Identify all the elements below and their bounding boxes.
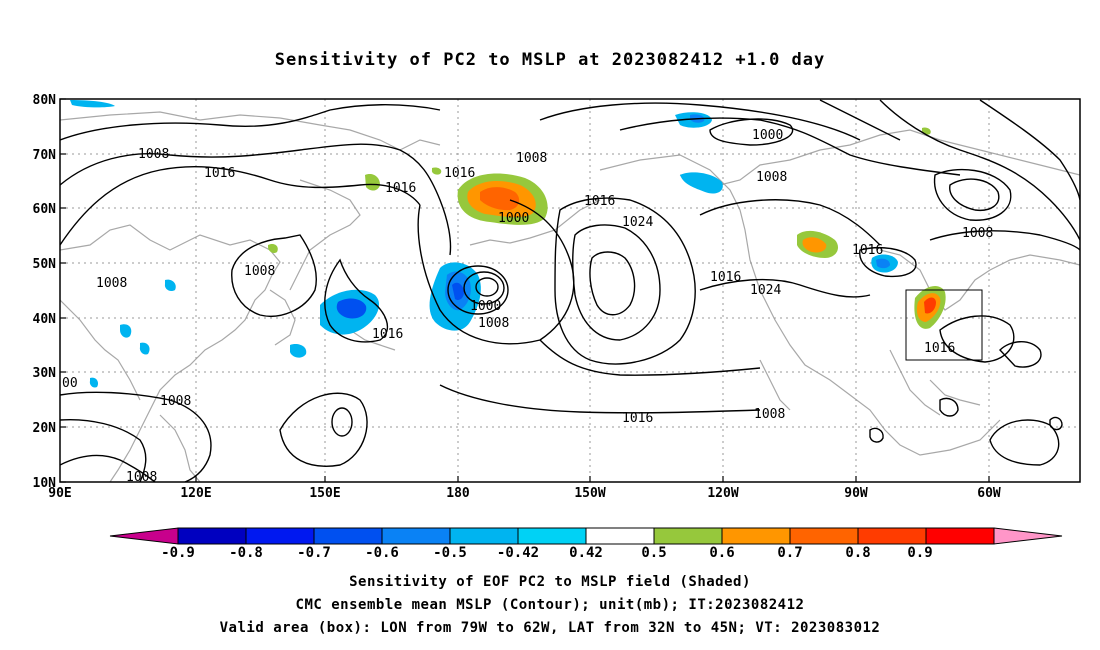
negative-sensitivity-area [680, 172, 723, 194]
lat-label: 70N [33, 148, 57, 163]
colorbar-box [789, 527, 859, 545]
lat-label: 20N [33, 421, 57, 436]
contour-label: 1016 [584, 194, 615, 209]
lat-label: 50N [33, 257, 57, 272]
lon-label: 120W [707, 486, 738, 501]
contour-label: 1016 [385, 181, 416, 196]
contour-label: 1008 [754, 407, 785, 422]
lon-labels: 90E 120E 150E 180 150W 120W 90W 60W [48, 486, 1001, 501]
colorbar-label: -0.6 [365, 545, 399, 561]
lat-label: 80N [33, 93, 57, 108]
colorbar-label: -0.42 [497, 545, 539, 561]
contour-label: 1008 [962, 226, 993, 241]
colorbar-label: 0.7 [777, 545, 802, 561]
colorbar-triangle-high [993, 527, 1063, 545]
positive-sensitivity-area [268, 243, 278, 254]
colorbar-boxes [109, 527, 1063, 545]
colorbar-box [449, 527, 519, 545]
positive-sensitivity-area [924, 297, 936, 314]
lon-label: 150W [574, 486, 605, 501]
contour-label: 00 [62, 376, 78, 391]
negative-sensitivity-area [164, 279, 176, 292]
caption-valid-area: Valid area (box): LON from 79W to 62W, L… [219, 620, 881, 636]
contour-label: 1000 [470, 299, 501, 314]
colorbar-label: 0.42 [569, 545, 603, 561]
axis-ticks [60, 98, 990, 483]
contour-label: 1008 [478, 316, 509, 331]
contour-label: 1024 [750, 283, 781, 298]
lon-label: 90E [48, 486, 71, 501]
colorbar-box [517, 527, 587, 545]
positive-sensitivity-area [802, 237, 827, 253]
colorbar-box [721, 527, 791, 545]
contour-label: 1024 [622, 215, 653, 230]
contour-label: 1008 [138, 147, 169, 162]
negative-sensitivity-area [876, 258, 890, 269]
colorbar-label: 0.5 [641, 545, 666, 561]
contour-label: 1000 [498, 211, 529, 226]
colorbar-box [585, 527, 655, 545]
contour-label: 1000 [752, 128, 783, 143]
negative-sensitivity-area [290, 344, 307, 358]
negative-sensitivity-area [70, 100, 115, 108]
positive-sensitivity-area [431, 167, 442, 175]
contour-label: 1016 [204, 166, 235, 181]
contour-label: 1008 [160, 394, 191, 409]
contour-label: 1016 [444, 166, 475, 181]
negative-sensitivity-area [120, 324, 132, 338]
negative-sensitivity-area [336, 298, 367, 319]
negative-sensitivity-area [139, 342, 150, 355]
lat-label: 60N [33, 202, 57, 217]
mslp-contours [60, 99, 1080, 482]
contour-label: 1016 [622, 411, 653, 426]
contour-label: 1008 [96, 276, 127, 291]
contour-label: 1008 [244, 264, 275, 279]
colorbar-box [857, 527, 927, 545]
colorbar-label: -0.9 [161, 545, 195, 561]
colorbar-box [177, 527, 247, 545]
colorbar-box [925, 527, 995, 545]
caption-contour: CMC ensemble mean MSLP (Contour); unit(m… [295, 597, 805, 613]
negative-sensitivity-area [452, 282, 464, 301]
colorbar-label: -0.8 [229, 545, 263, 561]
lat-label: 40N [33, 312, 57, 327]
colorbar-triangle-low [109, 527, 179, 545]
colorbar-label: -0.7 [297, 545, 331, 561]
lat-label: 10N [33, 476, 57, 491]
colorbar-label: 0.8 [845, 545, 870, 561]
colorbar-label: 0.6 [709, 545, 734, 561]
contour-label: 1008 [756, 170, 787, 185]
lat-labels: 80N 70N 60N 50N 40N 30N 20N 10N [33, 93, 57, 491]
positive-sensitivity-area [480, 187, 520, 211]
colorbar-box [653, 527, 723, 545]
lon-label: 90W [844, 486, 868, 501]
plot-title: Sensitivity of PC2 to MSLP at 2023082412… [274, 50, 826, 70]
contour-label: 1016 [852, 243, 883, 258]
lon-label: 60W [977, 486, 1001, 501]
caption-shaded: Sensitivity of EOF PC2 to MSLP field (Sh… [349, 574, 751, 590]
lon-label: 180 [446, 486, 470, 501]
coastlines [60, 111, 1080, 482]
colorbar-label: -0.5 [433, 545, 467, 561]
positive-sensitivity-area [365, 174, 380, 191]
lon-label: 120E [180, 486, 211, 501]
colorbar-box [313, 527, 383, 545]
colorbar: -0.9 -0.8 -0.7 -0.6 -0.5 -0.42 0.42 0.5 … [109, 527, 1063, 561]
contour-label: 1016 [710, 270, 741, 285]
lat-lon-grid [60, 99, 1080, 482]
colorbar-label: 0.9 [907, 545, 932, 561]
lon-label: 150E [309, 486, 340, 501]
contour-labels: 1008 1016 1008 1008 1008 1016 1016 1008 … [62, 128, 993, 485]
valid-area-box [905, 289, 983, 361]
contour-label: 1008 [516, 151, 547, 166]
lat-label: 30N [33, 366, 57, 381]
negative-sensitivity-area [89, 377, 99, 388]
colorbar-box [245, 527, 315, 545]
contour-label: 1016 [372, 327, 403, 342]
contour-label: 1016 [924, 341, 955, 356]
map-frame [59, 98, 1081, 483]
colorbar-box [381, 527, 451, 545]
colorbar-labels: -0.9 -0.8 -0.7 -0.6 -0.5 -0.42 0.42 0.5 … [161, 545, 933, 561]
